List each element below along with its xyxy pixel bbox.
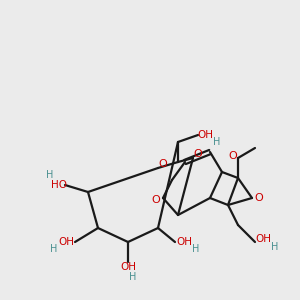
Text: OH: OH bbox=[255, 234, 271, 244]
Text: O: O bbox=[194, 149, 202, 159]
Text: H: H bbox=[129, 272, 137, 282]
Text: OH: OH bbox=[120, 262, 136, 272]
Text: O: O bbox=[229, 151, 237, 161]
Text: OH: OH bbox=[176, 237, 192, 247]
Text: H: H bbox=[271, 242, 279, 252]
Text: H: H bbox=[50, 244, 58, 254]
Text: H: H bbox=[192, 244, 200, 254]
Text: O: O bbox=[152, 195, 160, 205]
Text: O: O bbox=[255, 193, 263, 203]
Text: O: O bbox=[159, 159, 167, 169]
Text: OH: OH bbox=[197, 130, 213, 140]
Text: H: H bbox=[46, 170, 54, 180]
Text: H: H bbox=[213, 137, 221, 147]
Text: OH: OH bbox=[58, 237, 74, 247]
Text: HO: HO bbox=[51, 180, 67, 190]
